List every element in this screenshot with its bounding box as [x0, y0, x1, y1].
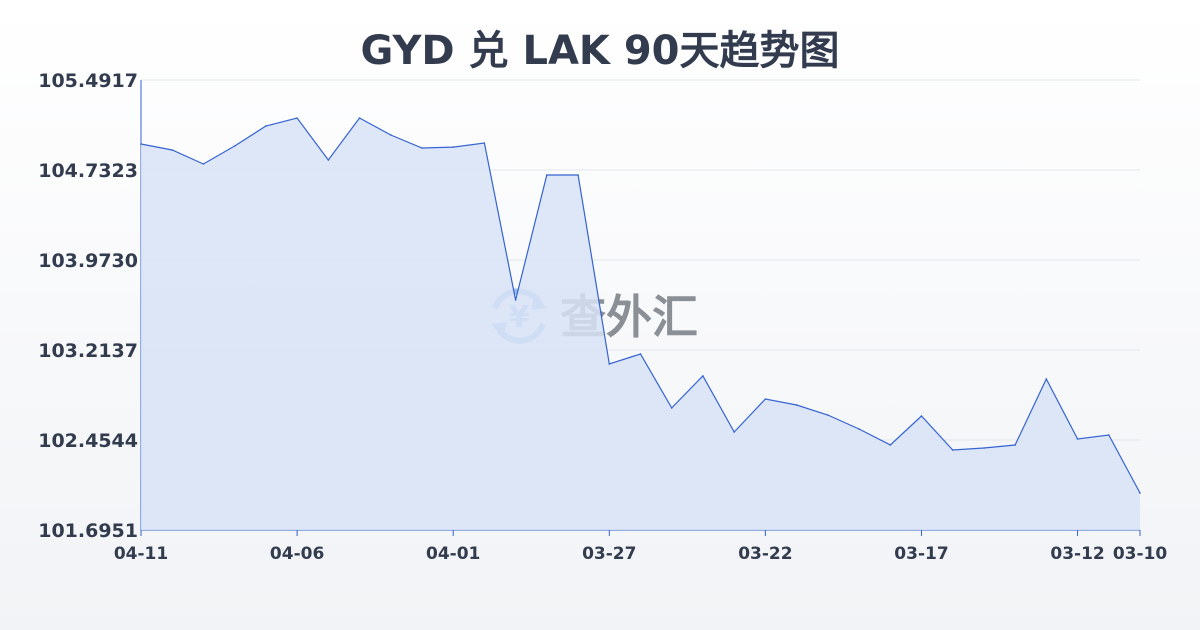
data-point — [296, 117, 298, 119]
data-point — [764, 398, 767, 400]
data-point — [1045, 378, 1048, 380]
data-point — [265, 125, 267, 127]
data-point — [951, 449, 954, 451]
data-point — [889, 444, 892, 446]
data-point — [171, 149, 174, 151]
data-point — [827, 414, 829, 416]
data-point — [1139, 492, 1141, 494]
data-point — [140, 143, 142, 145]
area-fill — [141, 118, 1140, 530]
y-tick-label: 104.7323 — [38, 160, 138, 182]
data-point — [389, 134, 392, 136]
data-point — [233, 145, 236, 147]
data-point — [1076, 438, 1079, 440]
data-point — [733, 431, 735, 433]
y-tick-label: 103.2137 — [38, 340, 138, 362]
y-tick-label: 103.9730 — [38, 250, 138, 272]
data-point — [1107, 434, 1110, 436]
x-tick-label: 03-12 — [1050, 544, 1104, 564]
x-tick-label: 04-01 — [426, 544, 480, 564]
data-point — [858, 428, 860, 430]
x-tick-label: 04-06 — [270, 544, 324, 564]
data-point — [514, 299, 517, 301]
data-point — [670, 407, 673, 409]
y-tick-label: 101.6951 — [38, 520, 138, 542]
data-point — [608, 363, 611, 365]
data-point — [327, 159, 330, 161]
data-point — [546, 174, 548, 176]
data-point — [920, 415, 923, 417]
data-point — [202, 163, 205, 165]
data-point — [421, 147, 423, 149]
x-tick-label: 03-22 — [738, 544, 792, 564]
data-point — [577, 174, 579, 176]
data-point — [983, 447, 985, 449]
x-tick-label: 03-27 — [582, 544, 636, 564]
x-tick-label: 04-11 — [114, 544, 168, 564]
chart-title: GYD 兑 LAK 90天趋势图 — [360, 28, 840, 74]
y-tick-label: 105.4917 — [38, 70, 138, 92]
data-point — [639, 353, 642, 355]
data-point — [702, 375, 704, 377]
data-point — [1014, 444, 1016, 446]
data-point — [452, 146, 454, 148]
data-point — [795, 404, 798, 406]
x-tick-label: 03-10 — [1113, 544, 1168, 564]
data-point — [483, 142, 486, 144]
y-tick-label: 102.4544 — [38, 430, 138, 452]
data-point — [358, 117, 361, 119]
x-tick-label: 03-17 — [894, 544, 948, 564]
